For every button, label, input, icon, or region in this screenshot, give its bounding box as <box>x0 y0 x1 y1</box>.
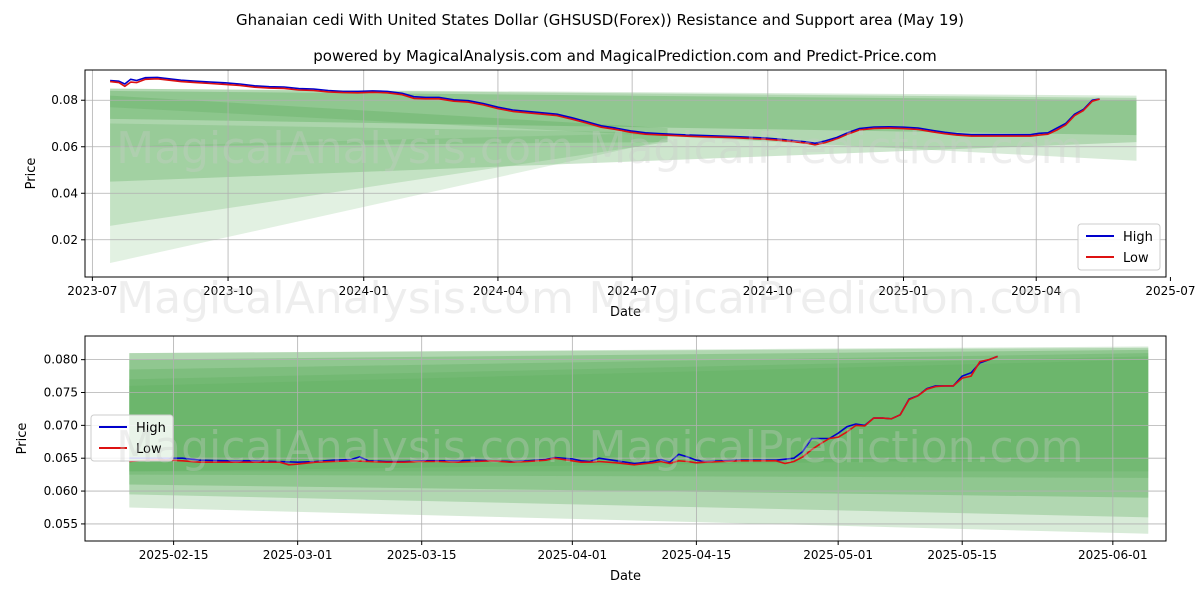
x-tick-label: 2024-04 <box>473 284 523 298</box>
watermark-analysis-bottom: MagicalAnalysis.com <box>116 422 574 473</box>
legend-label-low: Low <box>1123 251 1149 266</box>
y-axis-label: Price <box>24 158 39 190</box>
x-tick-label: 2025-04-01 <box>537 548 607 562</box>
x-tick-label: 2023-10 <box>203 284 253 298</box>
x-tick-label: 2025-05-15 <box>927 548 997 562</box>
x-tick-label: 2024-07 <box>607 284 657 298</box>
bottom-panel: 2025-02-15 2025-03-01 2025-03-15 2025-04-01… <box>15 335 1167 584</box>
y-tick-label: 0.02 <box>51 233 78 247</box>
watermark-prediction-top: MagicalPrediction.com <box>589 123 1084 174</box>
x-tick-label: 2025-07 <box>1145 284 1195 298</box>
y-tick-label: 0.055 <box>44 517 78 531</box>
support-resistance-band <box>129 359 1149 472</box>
watermark-prediction-middle: MagicalPrediction.com <box>589 273 1084 324</box>
y-tick-label: 0.070 <box>44 418 78 432</box>
x-axis-label: Date <box>610 569 641 584</box>
support-resistance-band <box>129 356 1149 472</box>
chart-subtitle: powered by MagicalAnalysis.com and Magic… <box>313 47 937 65</box>
band-group <box>110 88 1137 264</box>
support-resistance-band <box>110 90 1137 136</box>
series-group <box>110 76 1100 146</box>
axes-frame <box>84 69 1167 278</box>
series-line-low <box>110 78 1100 146</box>
band-group <box>129 346 1149 534</box>
watermark-analysis-top: MagicalAnalysis.com <box>116 123 574 174</box>
support-resistance-band <box>129 353 1149 478</box>
x-tick-label: 2025-06-01 <box>1078 548 1148 562</box>
support-resistance-band <box>110 88 1137 161</box>
y-tick-label: 0.04 <box>51 186 78 200</box>
support-resistance-band <box>129 346 1149 534</box>
watermark-prediction-bottom: MagicalPrediction.com <box>589 422 1084 473</box>
x-tick-label: 2024-01 <box>339 284 389 298</box>
top-panel: 2023-07 2023-10 2024-01 2024-04 2024-07 2024-… <box>24 69 1195 320</box>
support-resistance-band <box>110 95 668 147</box>
axes-frame <box>84 335 1167 542</box>
y-axis-label: Price <box>15 423 30 455</box>
chart-title: Ghanaian cedi With United States Dollar … <box>236 11 964 29</box>
y-tick-label: 0.06 <box>51 140 78 154</box>
legend-label-high: High <box>1123 230 1153 245</box>
x-tick-label: 2025-02-15 <box>139 548 209 562</box>
y-tick-label: 0.08 <box>51 93 78 107</box>
y-tick-label: 0.060 <box>44 484 78 498</box>
legend: High Low <box>1077 223 1161 271</box>
x-tick-label: 2023-07 <box>67 284 117 298</box>
series-line-high <box>110 76 1100 145</box>
watermark-analysis-middle: MagicalAnalysis.com <box>116 273 574 324</box>
legend-label-high: High <box>136 421 166 436</box>
support-resistance-band <box>110 132 668 264</box>
support-resistance-band <box>110 123 668 226</box>
series-group <box>129 355 998 466</box>
y-tick-label: 0.075 <box>44 386 78 400</box>
x-tick-label: 2025-03-15 <box>387 548 457 562</box>
x-tick-label: 2024-10 <box>743 284 793 298</box>
support-resistance-band <box>129 347 1149 518</box>
x-tick-label: 2025-05-01 <box>803 548 873 562</box>
legend-label-low: Low <box>136 442 162 457</box>
y-tick-label: 0.080 <box>44 353 78 367</box>
support-resistance-band <box>110 88 1137 182</box>
legend: High Low <box>90 414 174 462</box>
y-tick-label: 0.065 <box>44 451 78 465</box>
series-line-low <box>129 355 998 466</box>
x-tick-label: 2025-03-01 <box>263 548 333 562</box>
x-tick-label: 2025-04 <box>1011 284 1061 298</box>
x-tick-label: 2025-01 <box>878 284 928 298</box>
x-axis-label: Date <box>610 305 641 320</box>
x-tick-label: 2025-04-15 <box>662 548 732 562</box>
